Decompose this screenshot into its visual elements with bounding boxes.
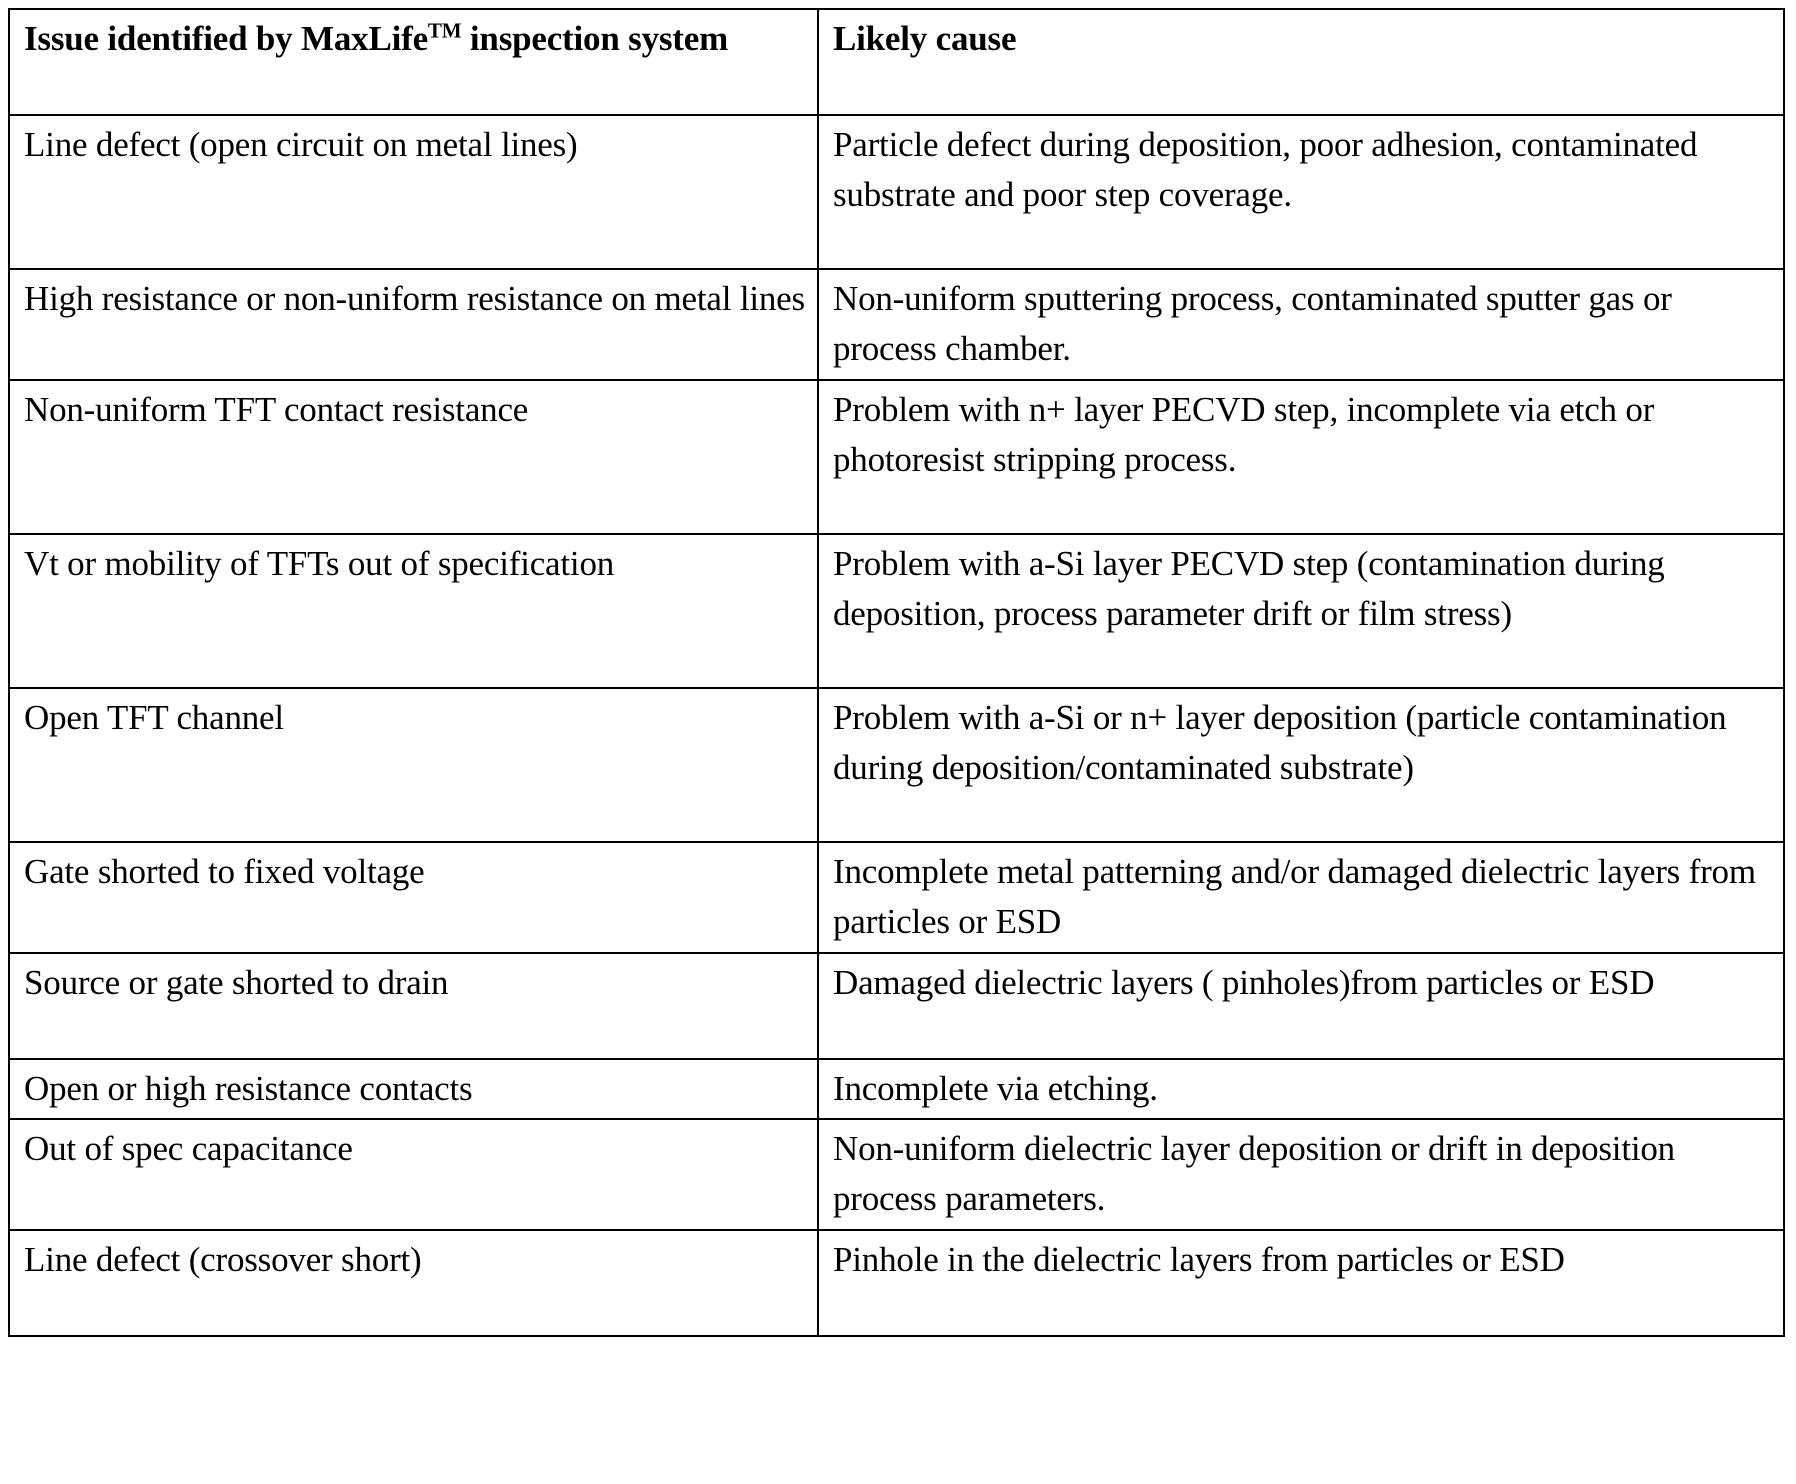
table-body: Line defect (open circuit on metal lines… [9,115,1784,1336]
table-row: Source or gate shorted to drain Damaged … [9,953,1784,1059]
cell-issue: Source or gate shorted to drain [9,953,818,1059]
cell-cause: Problem with n+ layer PECVD step, incomp… [818,380,1784,534]
column-header-cause: Likely cause [818,9,1784,115]
table-row: Out of spec capacitance Non-uniform diel… [9,1119,1784,1230]
cell-issue: Line defect (crossover short) [9,1230,818,1336]
cell-issue: Open or high resistance contacts [9,1059,818,1119]
table-row: High resistance or non-uniform resistanc… [9,269,1784,380]
column-header-issue-text: Issue identified by MaxLife [24,19,428,58]
column-header-issue-continued: inspection system [461,19,728,58]
cell-issue: Out of spec capacitance [9,1119,818,1230]
cell-issue: Vt or mobility of TFTs out of specificat… [9,534,818,688]
table-row: Open TFT channel Problem with a-Si or n+… [9,688,1784,842]
cell-cause: Particle defect during deposition, poor … [818,115,1784,269]
table-header: Issue identified by MaxLifeTM inspection… [9,9,1784,115]
cell-cause: Non-uniform sputtering process, contamin… [818,269,1784,380]
column-header-issue: Issue identified by MaxLifeTM inspection… [9,9,818,115]
table-header-row: Issue identified by MaxLifeTM inspection… [9,9,1784,115]
cell-issue: Non-uniform TFT contact resistance [9,380,818,534]
trademark-superscript: TM [428,18,461,42]
table-row: Vt or mobility of TFTs out of specificat… [9,534,1784,688]
cell-cause: Non-uniform dielectric layer deposition … [818,1119,1784,1230]
cell-issue: High resistance or non-uniform resistanc… [9,269,818,380]
table-row: Open or high resistance contacts Incompl… [9,1059,1784,1119]
table-row: Non-uniform TFT contact resistance Probl… [9,380,1784,534]
cell-cause: Pinhole in the dielectric layers from pa… [818,1230,1784,1336]
cell-cause: Incomplete via etching. [818,1059,1784,1119]
cell-cause: Problem with a-Si layer PECVD step (cont… [818,534,1784,688]
table-row: Gate shorted to fixed voltage Incomplete… [9,842,1784,953]
table-row: Line defect (open circuit on metal lines… [9,115,1784,269]
cell-cause: Incomplete metal patterning and/or damag… [818,842,1784,953]
table-row: Line defect (crossover short) Pinhole in… [9,1230,1784,1336]
cell-cause: Damaged dielectric layers ( pinholes)fro… [818,953,1784,1059]
cell-issue: Gate shorted to fixed voltage [9,842,818,953]
issue-cause-table: Issue identified by MaxLifeTM inspection… [8,8,1785,1337]
document-page: Issue identified by MaxLifeTM inspection… [0,0,1796,1484]
cell-cause: Problem with a-Si or n+ layer deposition… [818,688,1784,842]
cell-issue: Open TFT channel [9,688,818,842]
cell-issue: Line defect (open circuit on metal lines… [9,115,818,269]
